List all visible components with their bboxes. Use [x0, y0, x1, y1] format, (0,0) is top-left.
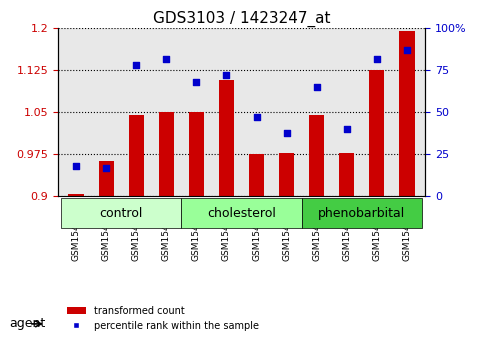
- Bar: [249, 154, 264, 196]
- Bar: [219, 80, 234, 196]
- Legend: transformed count, percentile rank within the sample: transformed count, percentile rank withi…: [63, 302, 263, 335]
- Bar: [399, 31, 414, 196]
- Text: phenobarbital: phenobarbital: [318, 207, 406, 220]
- Bar: [309, 115, 324, 196]
- Bar: [279, 153, 294, 196]
- FancyBboxPatch shape: [302, 198, 422, 228]
- Title: GDS3103 / 1423247_at: GDS3103 / 1423247_at: [153, 11, 330, 27]
- Bar: [339, 153, 355, 196]
- Text: control: control: [99, 207, 143, 220]
- Bar: [99, 161, 114, 196]
- Point: [72, 164, 80, 169]
- Point: [283, 130, 290, 136]
- Point: [223, 73, 230, 78]
- Point: [132, 62, 140, 68]
- FancyBboxPatch shape: [181, 198, 302, 228]
- Bar: [369, 70, 384, 196]
- Bar: [69, 194, 84, 196]
- Text: cholesterol: cholesterol: [207, 207, 276, 220]
- Bar: [189, 112, 204, 196]
- Point: [343, 126, 351, 132]
- Bar: [128, 115, 144, 196]
- Point: [403, 47, 411, 53]
- FancyBboxPatch shape: [61, 198, 181, 228]
- Point: [253, 115, 260, 120]
- Point: [162, 56, 170, 62]
- Point: [373, 56, 381, 62]
- Point: [102, 165, 110, 171]
- Point: [313, 84, 321, 90]
- Text: agent: agent: [10, 318, 46, 330]
- Bar: [159, 112, 174, 196]
- Point: [193, 79, 200, 85]
